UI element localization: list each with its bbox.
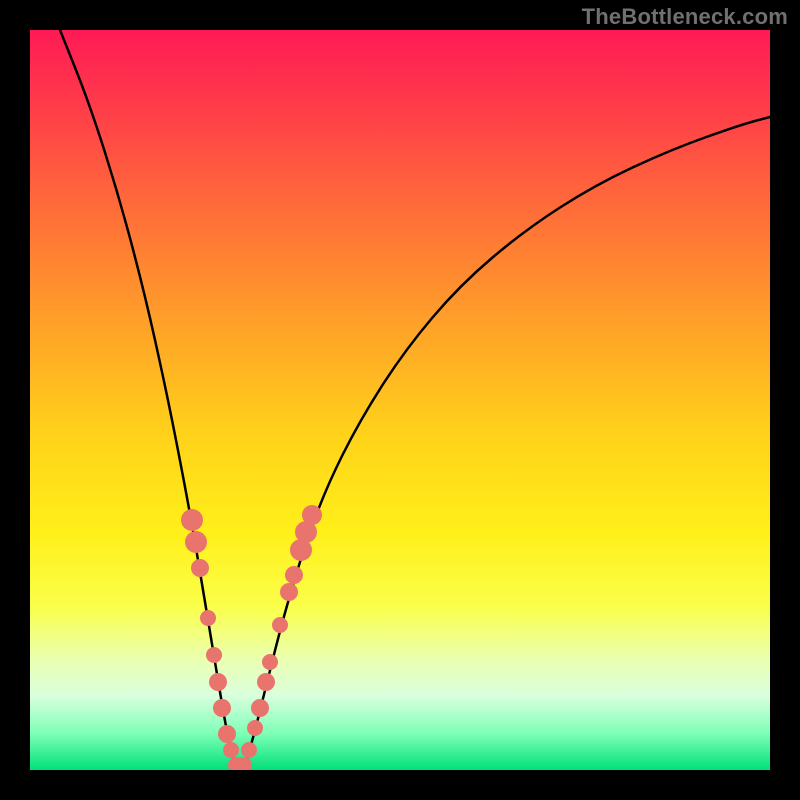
scatter-point-right bbox=[302, 505, 322, 525]
watermark-text: TheBottleneck.com bbox=[582, 4, 788, 30]
scatter-point-left bbox=[218, 725, 236, 743]
scatter-point-left bbox=[191, 559, 209, 577]
scatter-point-right bbox=[285, 566, 303, 584]
scatter-point-right bbox=[257, 673, 275, 691]
scatter-point-left bbox=[223, 742, 239, 758]
scatter-point-right bbox=[251, 699, 269, 717]
scatter-point-left bbox=[206, 647, 222, 663]
scatter-point-left bbox=[200, 610, 216, 626]
chart-container: TheBottleneck.com bbox=[0, 0, 800, 800]
scatter-point-right bbox=[272, 617, 288, 633]
scatter-point-left bbox=[209, 673, 227, 691]
chart-svg bbox=[0, 0, 800, 800]
scatter-point-left bbox=[181, 509, 203, 531]
plot-background-gradient bbox=[30, 30, 770, 770]
scatter-point-left bbox=[213, 699, 231, 717]
scatter-point-right bbox=[262, 654, 278, 670]
scatter-point-right bbox=[280, 583, 298, 601]
scatter-point-right bbox=[241, 742, 257, 758]
scatter-point-right bbox=[247, 720, 263, 736]
scatter-point-left bbox=[185, 531, 207, 553]
